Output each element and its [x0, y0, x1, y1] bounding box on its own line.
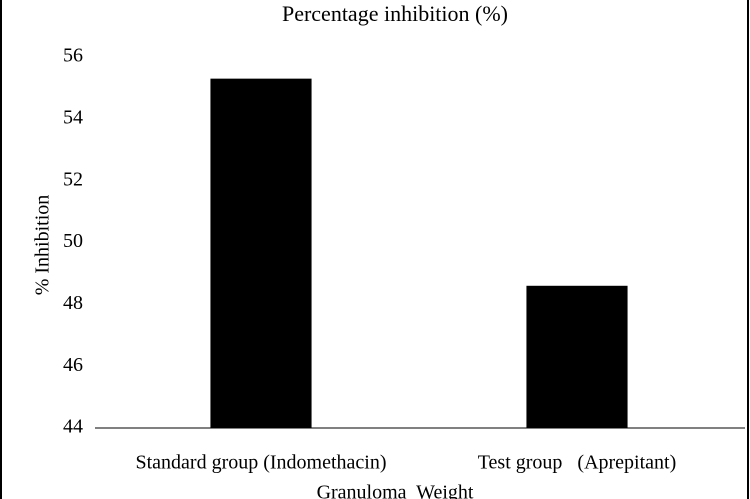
y-axis-label: % Inhibition [32, 195, 54, 296]
x-axis-label: Granuloma Weight [317, 482, 474, 499]
chart-title: Percentage inhibition (%) [282, 1, 508, 26]
y-tick-label: 56 [63, 45, 83, 67]
y-tick-label: 54 [63, 106, 83, 128]
y-tick-label: 50 [63, 230, 83, 252]
x-tick-label: Test group (Aprepitant) [478, 452, 677, 474]
y-tick-label: 46 [63, 354, 83, 376]
y-tick-label: 44 [63, 416, 83, 438]
bar [526, 285, 628, 428]
bar [210, 78, 312, 429]
y-tick-label: 52 [63, 168, 83, 190]
y-tick-label: 48 [63, 292, 83, 314]
x-tick-label: Standard group (Indomethacin) [135, 452, 386, 474]
